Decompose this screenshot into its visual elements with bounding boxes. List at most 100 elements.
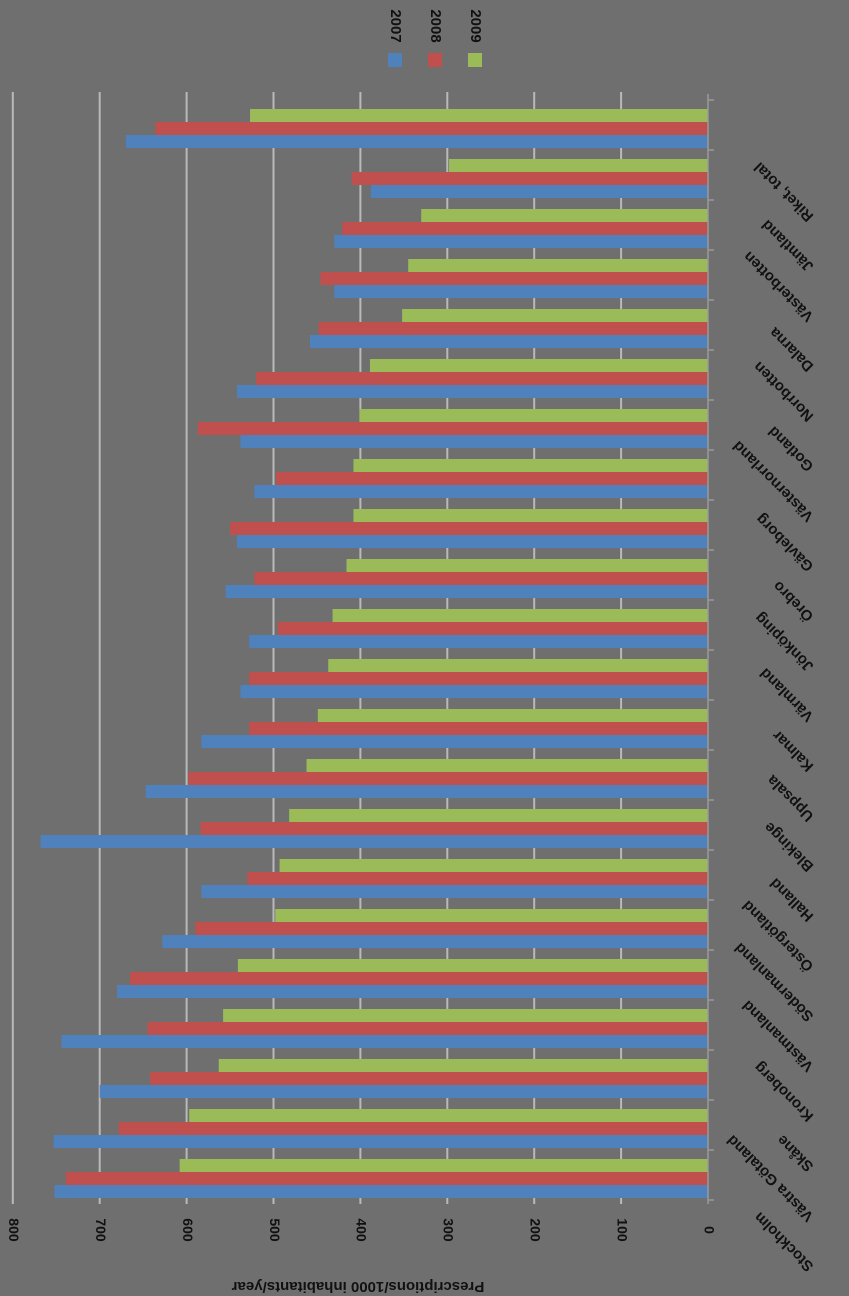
bar-2009-6 bbox=[279, 859, 708, 872]
category-label-10: Kalmar bbox=[769, 727, 817, 775]
category-label-16: Gotland bbox=[765, 423, 817, 475]
x-axis-title: Prescriptions/1000 inhabitants/year bbox=[232, 1278, 485, 1295]
bar-2009-9 bbox=[317, 709, 708, 722]
bar-2009-1 bbox=[189, 1109, 708, 1122]
bar-2009-10 bbox=[328, 659, 708, 672]
tick-label-400: 400 bbox=[354, 1218, 370, 1242]
category-label-18: Dalarna bbox=[766, 323, 817, 374]
bar-2007-2 bbox=[99, 1085, 708, 1098]
bar-2007-15 bbox=[240, 435, 708, 448]
bar-2009-15 bbox=[359, 409, 708, 422]
category-label-11: Värmland bbox=[757, 664, 817, 724]
bar-2008-0 bbox=[65, 1172, 708, 1185]
bar-2008-17 bbox=[318, 322, 708, 335]
tick-label-0: 0 bbox=[701, 1226, 717, 1234]
bar-2008-3 bbox=[147, 1022, 708, 1035]
bar-2008-6 bbox=[247, 872, 708, 885]
bar-2009-20 bbox=[449, 159, 708, 172]
bar-2007-7 bbox=[40, 835, 708, 848]
bar-2008-16 bbox=[256, 372, 708, 385]
bar-2008-19 bbox=[342, 222, 708, 235]
category-label-1: Västra Götaland bbox=[724, 1131, 817, 1224]
bar-2007-18 bbox=[334, 285, 708, 298]
bar-2007-12 bbox=[225, 585, 708, 598]
bar-2009-13 bbox=[353, 509, 708, 522]
bar-2008-8 bbox=[188, 772, 708, 785]
bar-2009-14 bbox=[353, 459, 708, 472]
bar-2007-11 bbox=[249, 635, 708, 648]
category-label-9: Uppsala bbox=[763, 771, 817, 825]
bar-2009-16 bbox=[369, 359, 708, 372]
tick-label-800: 800 bbox=[6, 1218, 22, 1242]
bar-2009-5 bbox=[275, 909, 708, 922]
legend-label-2007: 2007 bbox=[387, 9, 404, 42]
legend-swatch-2009 bbox=[468, 53, 482, 67]
bars bbox=[40, 109, 709, 1198]
tick-label-600: 600 bbox=[180, 1218, 196, 1242]
bar-2008-1 bbox=[118, 1122, 709, 1135]
bar-2009-0 bbox=[179, 1159, 708, 1172]
bar-2009-12 bbox=[346, 559, 708, 572]
bar-2008-9 bbox=[249, 722, 708, 735]
tick-label-200: 200 bbox=[527, 1218, 543, 1242]
bar-2007-21 bbox=[125, 135, 708, 148]
bar-2009-18 bbox=[408, 259, 708, 272]
bar-2009-4 bbox=[237, 959, 708, 972]
legend-label-2008: 2008 bbox=[427, 9, 444, 42]
bar-2009-2 bbox=[218, 1059, 709, 1072]
bar-2008-21 bbox=[155, 122, 709, 135]
category-label-2: Skåne bbox=[774, 1132, 817, 1175]
bar-2007-0 bbox=[54, 1185, 708, 1198]
bar-2007-8 bbox=[145, 785, 708, 798]
tick-label-500: 500 bbox=[267, 1218, 283, 1242]
bar-2008-20 bbox=[351, 172, 708, 185]
legend-label-2009: 2009 bbox=[467, 9, 484, 42]
bar-2008-5 bbox=[195, 922, 709, 935]
bar-2007-13 bbox=[237, 535, 708, 548]
bar-2008-14 bbox=[276, 472, 708, 485]
bar-2008-12 bbox=[254, 572, 708, 585]
bar-2009-11 bbox=[332, 609, 708, 622]
bar-2007-1 bbox=[53, 1135, 708, 1148]
category-label-21: Riket, total bbox=[751, 159, 817, 225]
bar-2007-3 bbox=[61, 1035, 709, 1048]
bar-2009-17 bbox=[402, 309, 708, 322]
bar-2007-17 bbox=[309, 335, 708, 348]
legend-swatch-2007 bbox=[388, 53, 402, 67]
bar-2008-4 bbox=[130, 972, 709, 985]
category-label-13: Örebro bbox=[770, 577, 817, 624]
bar-2009-8 bbox=[306, 759, 708, 772]
bar-2009-3 bbox=[223, 1009, 708, 1022]
category-label-8: Blekinge bbox=[761, 819, 817, 875]
bar-2008-15 bbox=[197, 422, 708, 435]
bar-2008-18 bbox=[320, 272, 708, 285]
legend-swatch-2008 bbox=[428, 53, 442, 67]
bar-2009-21 bbox=[250, 109, 709, 122]
axis bbox=[707, 94, 714, 1204]
bar-2008-7 bbox=[200, 822, 708, 835]
bar-2008-13 bbox=[230, 522, 709, 535]
tick-label-300: 300 bbox=[441, 1218, 457, 1242]
bar-2009-19 bbox=[421, 209, 708, 222]
category-label-7: Halland bbox=[767, 874, 817, 924]
tick-label-700: 700 bbox=[93, 1218, 109, 1242]
tick-label-100: 100 bbox=[614, 1218, 630, 1242]
bar-2008-10 bbox=[249, 672, 708, 685]
bar-2007-9 bbox=[201, 735, 709, 748]
bar-2007-4 bbox=[117, 985, 708, 998]
bar-2007-19 bbox=[334, 235, 708, 248]
bar-2007-16 bbox=[237, 385, 708, 398]
bar-2007-5 bbox=[162, 935, 708, 948]
tick-labels: 0 100 200 300 400 500 600 700 800 bbox=[6, 1218, 717, 1242]
bar-2008-11 bbox=[277, 622, 708, 635]
bar-2008-2 bbox=[150, 1072, 709, 1085]
bar-2007-20 bbox=[370, 185, 708, 198]
legend: 2007 2008 2009 bbox=[387, 9, 484, 67]
bar-2009-7 bbox=[289, 809, 708, 822]
bar-2007-14 bbox=[254, 485, 708, 498]
bar-2007-10 bbox=[240, 685, 708, 698]
bar-2007-6 bbox=[201, 885, 709, 898]
